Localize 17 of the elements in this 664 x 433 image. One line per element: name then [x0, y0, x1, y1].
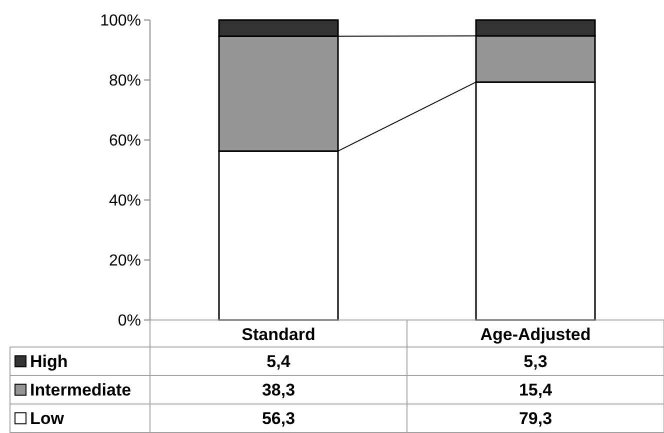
y-tick-label: 0%	[118, 312, 141, 330]
data-label: 79,3	[518, 409, 552, 428]
data-label: 38,3	[262, 380, 296, 400]
data-label: 5,4	[266, 352, 291, 372]
x-tick-label: Age-Adjusted	[480, 324, 591, 344]
data-label: 15,4	[518, 380, 553, 400]
y-tick-label: 80%	[108, 72, 141, 90]
y-tick-label: 100%	[100, 12, 141, 30]
y-tick-label: 20%	[108, 252, 141, 270]
y-tick-label: 40%	[108, 192, 141, 210]
legend-label: Intermediate	[30, 380, 132, 400]
legend-label: Low	[30, 409, 65, 428]
x-tick-label: Standard	[242, 324, 316, 344]
data-label: 5,3	[524, 352, 548, 372]
y-tick-label: 60%	[108, 132, 141, 150]
data-label: 56,3	[262, 409, 296, 428]
legend-label: High	[30, 352, 68, 372]
